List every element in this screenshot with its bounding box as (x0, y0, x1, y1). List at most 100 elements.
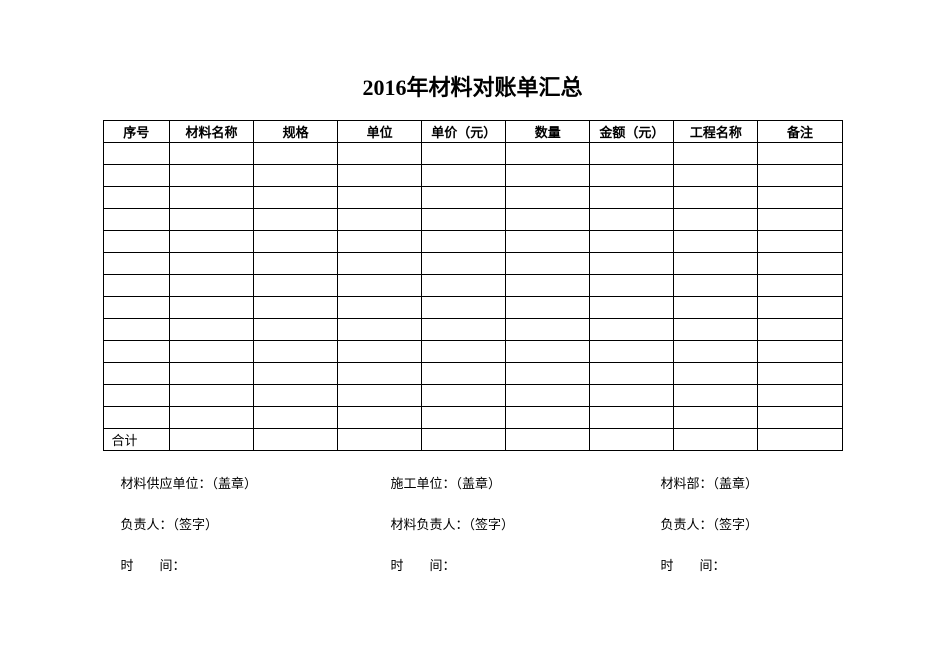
table-cell (170, 341, 254, 363)
footer-supplier-time: 时 间： (121, 555, 391, 574)
table-cell (170, 253, 254, 275)
table-cell (422, 429, 506, 451)
table-cell (338, 231, 422, 253)
table-cell (422, 253, 506, 275)
col-header-unit: 单位 (338, 121, 422, 143)
table-cell (590, 165, 674, 187)
table-cell (103, 363, 170, 385)
table-row (103, 297, 842, 319)
table-cell (674, 275, 758, 297)
table-cell (170, 275, 254, 297)
total-label-cell: 合计 (103, 429, 170, 451)
table-cell (506, 231, 590, 253)
table-cell (590, 407, 674, 429)
table-cell (590, 429, 674, 451)
col-header-project-name: 工程名称 (674, 121, 758, 143)
table-cell (422, 275, 506, 297)
table-row (103, 341, 842, 363)
table-cell (674, 407, 758, 429)
table-cell (103, 275, 170, 297)
table-cell (338, 363, 422, 385)
table-cell (590, 341, 674, 363)
col-header-amount: 金额（元） (590, 121, 674, 143)
table-cell (758, 275, 842, 297)
table-cell (254, 407, 338, 429)
footer-construction-seal: 施工单位：（盖章） (391, 473, 661, 492)
table-row (103, 407, 842, 429)
table-cell (758, 231, 842, 253)
table-cell (758, 143, 842, 165)
table-cell (338, 385, 422, 407)
table-cell (254, 143, 338, 165)
table-row (103, 231, 842, 253)
table-cell (674, 143, 758, 165)
table-cell (674, 209, 758, 231)
table-cell (170, 143, 254, 165)
table-cell (422, 143, 506, 165)
table-cell (103, 385, 170, 407)
col-header-spec: 规格 (254, 121, 338, 143)
footer-supplier-seal: 材料供应单位：（盖章） (121, 473, 391, 492)
footer-material-dept-time: 时 间： (661, 555, 726, 574)
table-row (103, 187, 842, 209)
table-cell (758, 253, 842, 275)
table-cell (103, 319, 170, 341)
table-cell (758, 209, 842, 231)
table-cell (170, 429, 254, 451)
table-cell (674, 341, 758, 363)
reconciliation-table: 序号 材料名称 规格 单位 单价（元） 数量 金额（元） 工程名称 备注 合计 (103, 120, 843, 451)
table-row (103, 319, 842, 341)
col-header-material-name: 材料名称 (170, 121, 254, 143)
table-cell (758, 319, 842, 341)
table-cell (506, 187, 590, 209)
table-cell (103, 253, 170, 275)
table-cell (170, 165, 254, 187)
table-container: 序号 材料名称 规格 单位 单价（元） 数量 金额（元） 工程名称 备注 合计 (103, 120, 843, 451)
table-cell (338, 319, 422, 341)
table-cell (170, 407, 254, 429)
table-cell (103, 341, 170, 363)
table-cell (422, 341, 506, 363)
table-cell (506, 165, 590, 187)
table-cell (674, 429, 758, 451)
table-cell (170, 297, 254, 319)
footer-row-2: 负责人：（签字） 材料负责人：（签字） 负责人：（签字） (103, 514, 843, 533)
table-cell (758, 385, 842, 407)
table-cell (506, 297, 590, 319)
table-cell (422, 363, 506, 385)
table-cell (674, 319, 758, 341)
table-cell (674, 363, 758, 385)
table-cell (506, 363, 590, 385)
table-cell (422, 187, 506, 209)
table-row (103, 363, 842, 385)
table-cell (758, 297, 842, 319)
table-cell (103, 143, 170, 165)
table-cell (590, 231, 674, 253)
table-cell (170, 209, 254, 231)
table-cell (674, 253, 758, 275)
table-cell (338, 275, 422, 297)
table-cell (338, 341, 422, 363)
table-header-row: 序号 材料名称 规格 单位 单价（元） 数量 金额（元） 工程名称 备注 (103, 121, 842, 143)
table-cell (590, 143, 674, 165)
footer-row-1: 材料供应单位：（盖章） 施工单位：（盖章） 材料部：（盖章） (103, 473, 843, 492)
table-cell (590, 297, 674, 319)
table-cell (758, 407, 842, 429)
table-cell (338, 187, 422, 209)
table-cell (338, 407, 422, 429)
footer-material-dept-seal: 材料部：（盖章） (661, 473, 759, 492)
table-row (103, 209, 842, 231)
table-cell (590, 319, 674, 341)
table-cell (674, 385, 758, 407)
table-cell (422, 231, 506, 253)
table-cell (674, 187, 758, 209)
col-header-remark: 备注 (758, 121, 842, 143)
table-row (103, 253, 842, 275)
table-cell (103, 187, 170, 209)
table-cell (338, 209, 422, 231)
table-cell (170, 385, 254, 407)
table-cell (338, 253, 422, 275)
table-cell (674, 297, 758, 319)
table-cell (590, 275, 674, 297)
table-cell (422, 407, 506, 429)
